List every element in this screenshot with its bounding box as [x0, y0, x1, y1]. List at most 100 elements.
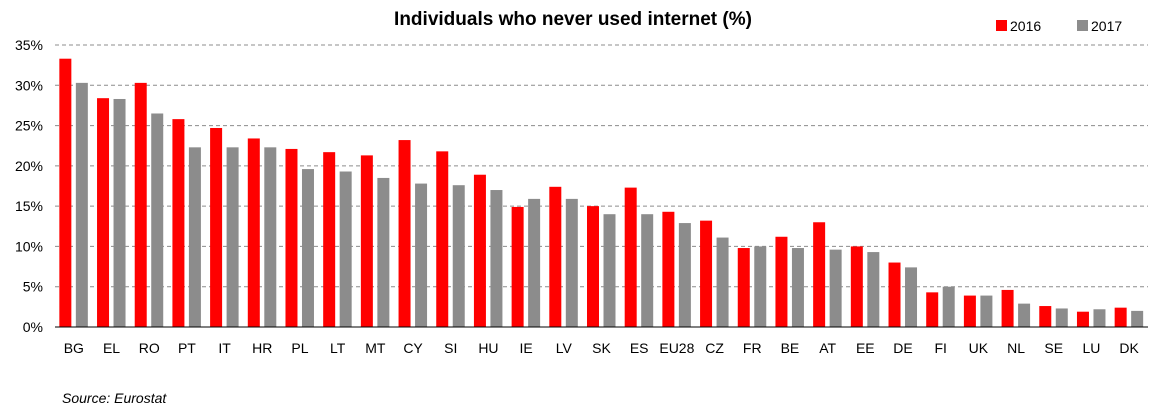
x-tick-label: MT	[365, 340, 386, 356]
bar-2017-NL	[1018, 303, 1031, 327]
x-tick-label: DE	[893, 340, 912, 356]
y-tick-label: 10%	[15, 238, 43, 254]
bar-2016-SK	[587, 206, 599, 327]
x-tick-label: RO	[139, 340, 160, 356]
x-tick-label: IE	[520, 340, 533, 356]
bar-2017-LU	[1093, 309, 1106, 327]
bar-2016-ES	[624, 187, 637, 327]
x-tick-label: SI	[444, 340, 457, 356]
bar-2017-CY	[415, 183, 428, 327]
bar-2017-UK	[980, 295, 993, 327]
y-tick-label: 30%	[15, 77, 43, 93]
bar-2017-SI	[452, 185, 465, 327]
bar-2016-PT	[172, 119, 185, 327]
x-tick-label: CY	[403, 340, 423, 356]
x-tick-label: PL	[291, 340, 308, 356]
x-tick-label: EU28	[659, 340, 694, 356]
x-tick-label: CZ	[705, 340, 724, 356]
bar-2017-HU	[490, 190, 503, 327]
bar-2017-EL	[113, 98, 126, 328]
bar-2017-AT	[829, 249, 842, 327]
bar-2016-AT	[813, 222, 826, 327]
x-tick-label: HR	[252, 340, 272, 356]
bar-2016-LU	[1076, 311, 1089, 327]
bar-2017-BG	[75, 82, 88, 328]
bar-2016-IT	[210, 127, 223, 327]
x-tick-label: LT	[330, 340, 346, 356]
x-tick-label: PT	[178, 340, 196, 356]
bar-2017-ES	[641, 214, 654, 327]
bar-2017-CZ	[716, 237, 729, 327]
bar-2016-UK	[963, 295, 976, 327]
bar-2017-MT	[377, 177, 390, 327]
bar-2016-EE	[850, 246, 863, 327]
x-tick-label: DK	[1119, 340, 1139, 356]
x-tick-label: FR	[743, 340, 762, 356]
bar-2016-BE	[775, 236, 788, 327]
bar-2016-SI	[436, 151, 449, 327]
x-tick-label: LU	[1083, 340, 1101, 356]
x-tick-label: IT	[218, 340, 231, 356]
y-tick-label: 15%	[15, 198, 43, 214]
y-tick-label: 5%	[23, 279, 43, 295]
bar-2016-CZ	[700, 220, 713, 327]
x-tick-label: NL	[1007, 340, 1025, 356]
x-tick-label: EE	[856, 340, 875, 356]
bar-2016-EL	[97, 98, 110, 327]
bar-2017-DE	[905, 267, 918, 327]
x-tick-label: BE	[781, 340, 800, 356]
bar-2017-FR	[754, 246, 767, 327]
x-tick-label: AT	[819, 340, 836, 356]
legend-label-2016: 2016	[1010, 18, 1041, 34]
x-tick-label: SE	[1044, 340, 1063, 356]
bar-2016-IE	[511, 206, 524, 327]
x-tick-label: ES	[630, 340, 649, 356]
bar-2016-HU	[473, 174, 486, 327]
bar-2017-FI	[942, 286, 955, 327]
chart-title: Individuals who never used internet (%)	[394, 9, 752, 30]
bar-2016-RO	[134, 82, 147, 328]
bar-2017-SK	[603, 214, 616, 327]
bar-2017-LT	[339, 171, 352, 327]
bar-2016-MT	[360, 155, 373, 327]
x-tick-label: EL	[103, 340, 120, 356]
x-tick-label: UK	[969, 340, 989, 356]
bar-2017-EU28	[678, 223, 691, 327]
bar-2017-HR	[264, 147, 277, 327]
bar-2016-NL	[1001, 289, 1014, 327]
bar-2016-FR	[737, 248, 750, 327]
bar-2016-LV	[549, 186, 562, 327]
bars	[59, 58, 1144, 328]
bar-2017-PT	[188, 147, 201, 327]
y-tick-label: 25%	[15, 118, 43, 134]
x-tick-label: BG	[64, 340, 84, 356]
legend-swatch-2017	[1077, 20, 1088, 31]
bar-2017-EE	[867, 252, 880, 327]
bar-2016-LT	[323, 152, 336, 327]
x-tick-label: LV	[556, 340, 573, 356]
y-tick-label: 20%	[15, 158, 43, 174]
bar-2016-SE	[1039, 306, 1052, 327]
legend-label-2017: 2017	[1091, 18, 1122, 34]
source-note: Source: Eurostat	[62, 390, 167, 406]
x-tick-label: FI	[934, 340, 946, 356]
bar-2017-PL	[301, 169, 314, 327]
legend-swatch-2016	[996, 20, 1007, 31]
bar-2016-PL	[285, 148, 298, 327]
bar-2017-SE	[1055, 308, 1068, 327]
bar-2016-CY	[398, 140, 411, 327]
bar-2017-DK	[1131, 310, 1144, 327]
bar-2016-FI	[926, 292, 939, 327]
x-tick-label: HU	[478, 340, 498, 356]
y-axis-ticks: 0% 5% 10% 15% 20% 25% 30% 35%	[15, 37, 43, 335]
y-tick-label: 0%	[23, 319, 43, 335]
bar-2017-BE	[791, 248, 804, 327]
legend: 2016 2017	[996, 18, 1122, 34]
bar-2016-BG	[59, 58, 72, 327]
x-tick-label: SK	[592, 340, 611, 356]
bar-2016-HR	[247, 138, 260, 327]
bar-2016-DK	[1114, 307, 1127, 327]
bar-2016-DE	[888, 262, 901, 327]
bar-2016-EU28	[662, 211, 675, 327]
